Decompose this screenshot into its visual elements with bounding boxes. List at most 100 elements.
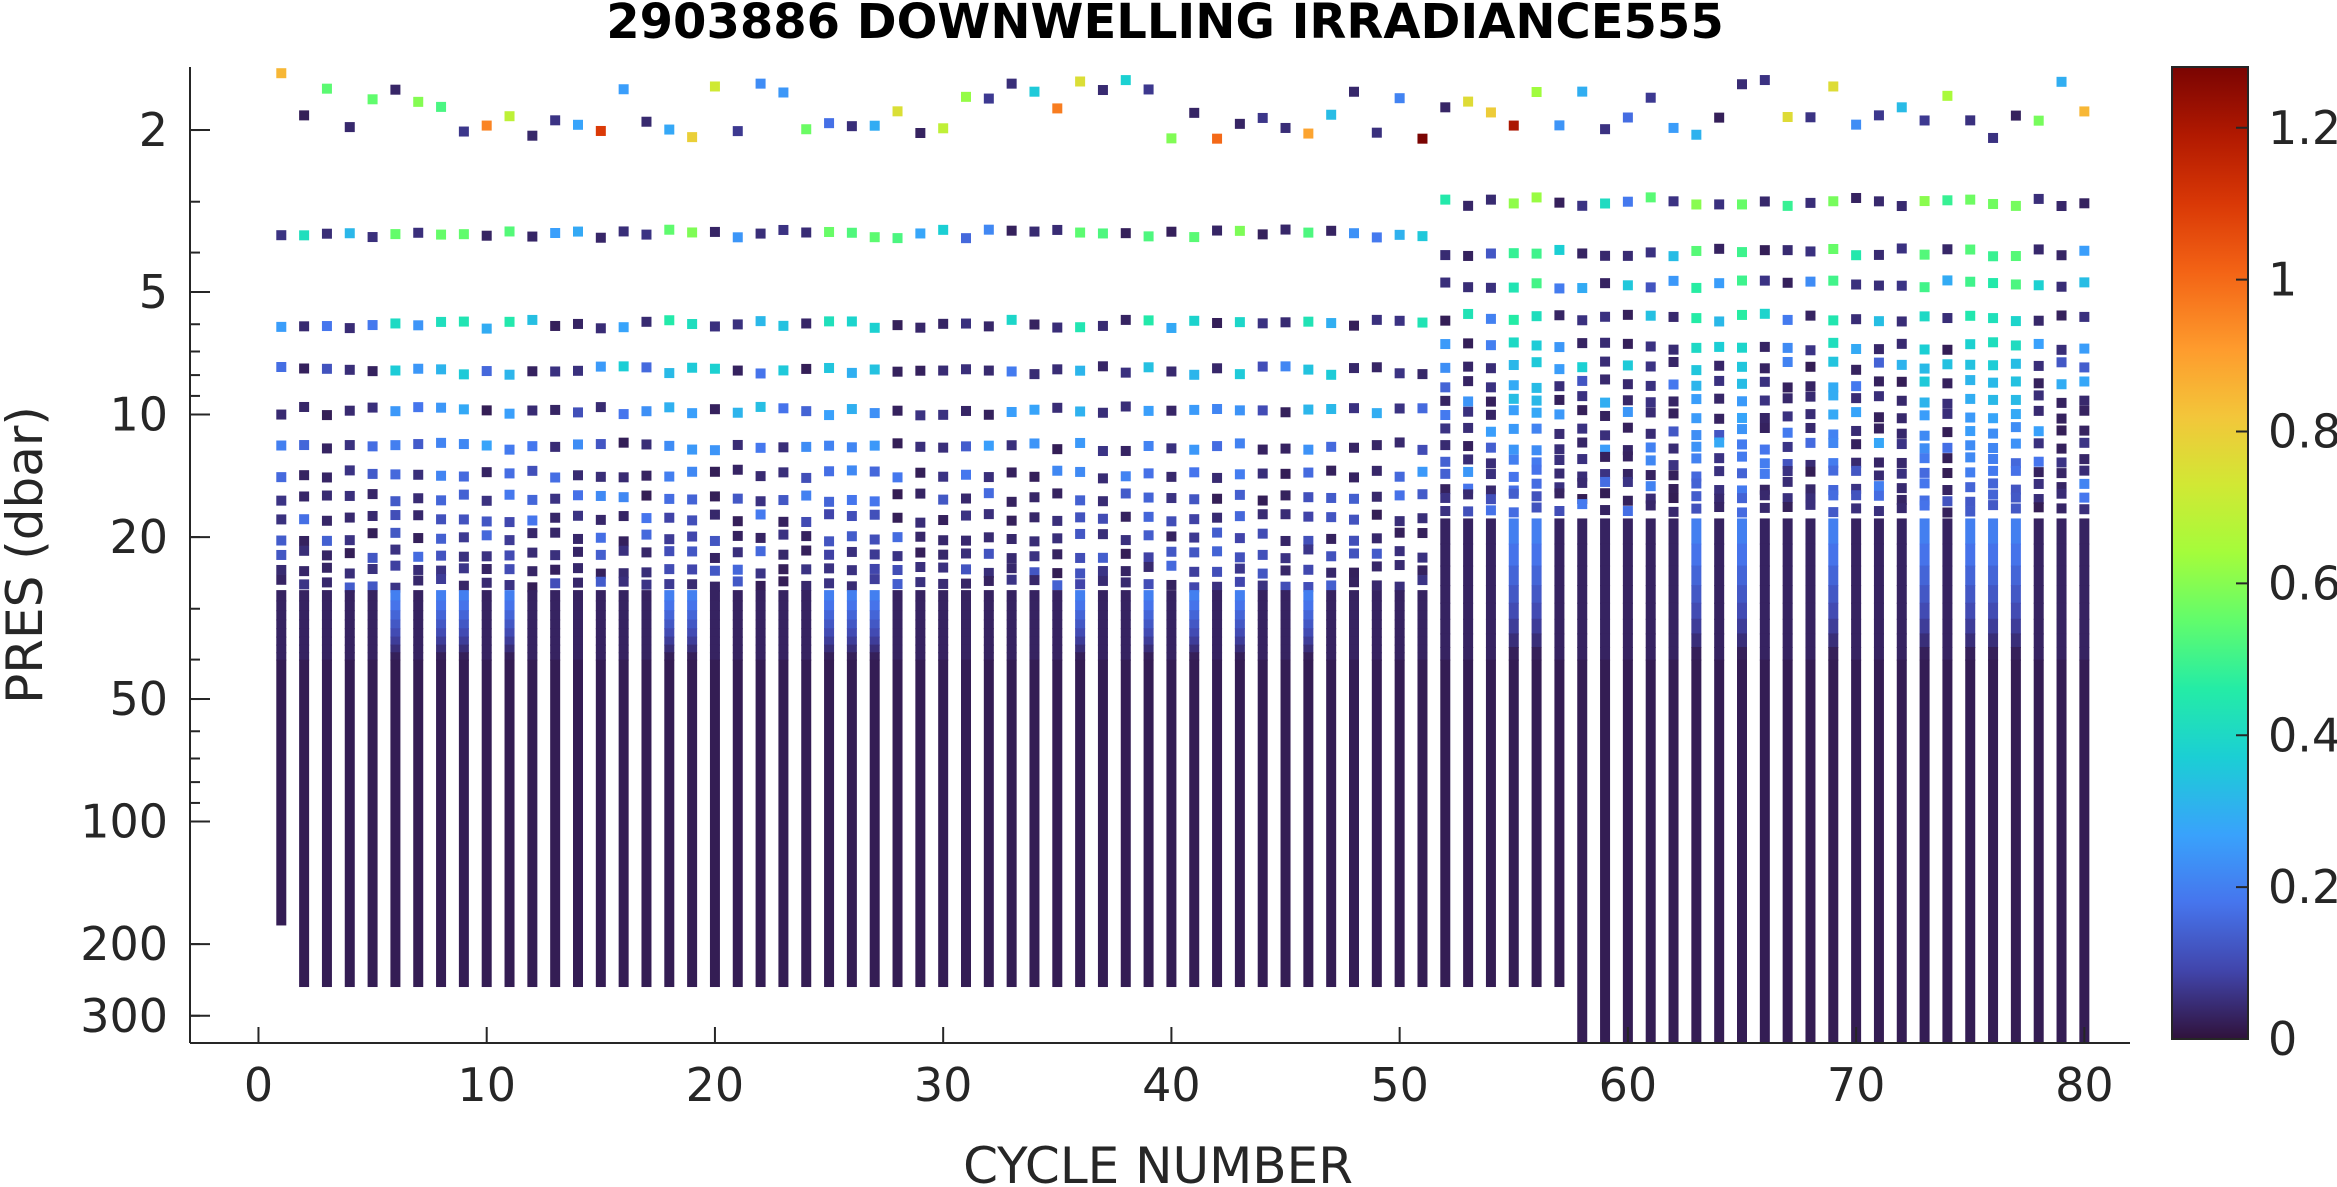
data-point [595,361,606,372]
profile-column [983,659,994,988]
data-point [1257,528,1268,539]
data-point [1873,646,1884,661]
data-point [1896,565,1907,587]
data-point [1577,437,1588,448]
data-point [1828,196,1839,207]
data-point [1006,574,1017,585]
data-point [527,600,538,612]
data-point [1143,315,1154,326]
data-point [1668,618,1679,635]
data-point [1554,342,1565,353]
data-point [1851,490,1862,501]
data-point [595,232,606,243]
data-point [481,467,492,478]
profile-column [1896,659,1907,1043]
data-point [1189,514,1200,525]
profile-column [1622,659,1633,1043]
data-point [1531,311,1542,322]
data-point [1873,357,1884,368]
data-point [1600,618,1611,635]
data-point [801,652,812,661]
data-point [1873,316,1884,327]
data-point [1645,428,1656,439]
data-point [1371,644,1382,654]
data-point [481,440,492,451]
data-point [344,600,355,612]
data-point [595,125,606,136]
data-point [1851,618,1862,635]
data-point [824,644,835,654]
data-point [413,652,424,661]
data-point [1645,543,1656,567]
data-point [276,600,287,612]
data-point [755,568,766,579]
data-point [1485,426,1496,437]
data-point [1759,502,1770,513]
data-point [1371,561,1382,572]
profile-column [1668,659,1679,1043]
data-point [2010,394,2021,405]
data-point [2033,338,2044,349]
data-point [1896,503,1907,514]
data-point [436,628,447,638]
data-point [1303,364,1314,375]
data-point [299,644,310,654]
profile-column [618,659,629,988]
data-point [1988,543,1999,567]
data-point [1029,551,1040,562]
data-point [1988,360,1999,371]
data-point [1577,602,1588,620]
profile-cycle-16 [618,84,629,988]
data-point [390,619,401,630]
data-point [1737,468,1747,479]
data-point [2079,245,2090,256]
data-point [1737,412,1747,423]
data-point [1942,518,1953,545]
data-point [1029,628,1040,638]
data-point [1805,466,1816,477]
data-point [778,495,789,506]
data-point [1554,244,1565,255]
data-point [2056,443,2067,454]
data-point [1600,518,1611,545]
data-point [1919,495,1930,506]
data-point [1691,633,1702,648]
data-point [413,564,424,575]
data-point [1873,506,1884,517]
data-point [1234,619,1245,630]
data-point [1280,490,1291,501]
data-point [687,628,698,638]
data-point [2010,543,2021,567]
profile-cycle-12 [527,130,538,988]
data-point [2033,494,2044,505]
data-point [1988,132,1999,143]
data-point [321,619,332,630]
data-point [1737,485,1747,496]
data-point [846,227,857,238]
data-point [1668,344,1679,355]
data-point [2010,458,2021,469]
data-point [801,610,812,621]
data-point [892,233,903,244]
data-point [1691,471,1702,482]
data-point [344,628,355,638]
data-point [390,590,401,602]
data-point [504,564,515,575]
profile-column [1463,659,1474,988]
data-point [2010,484,2021,495]
data-point [367,441,378,452]
data-point [1303,619,1314,630]
data-point [504,535,515,546]
data-point [1143,492,1154,503]
profile-cycle-57 [1554,120,1565,988]
data-point [869,644,880,654]
data-point [1668,396,1679,407]
data-point [1896,646,1907,661]
profile-cycle-63 [1691,129,1702,1043]
data-point [504,580,515,591]
data-point [1759,490,1770,501]
data-point [1394,403,1405,414]
data-point [1919,500,1930,511]
data-point [458,126,469,137]
data-point [1120,652,1131,661]
